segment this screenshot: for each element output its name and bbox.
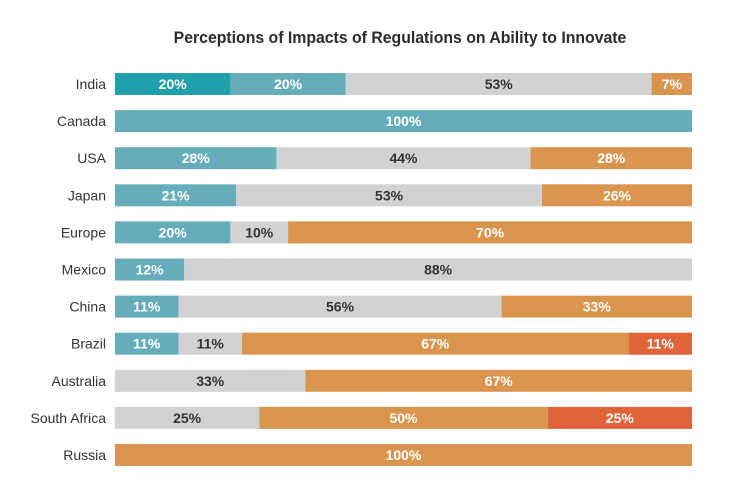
data-label: 11% [133,299,161,315]
bar-segment [115,258,185,281]
bar-segment [178,332,242,355]
bar-segment [236,184,542,207]
data-label: 100% [386,113,422,129]
data-label: 11% [197,336,225,352]
bar-segment [305,369,692,392]
data-label: 20% [159,76,188,92]
data-label: 50% [389,410,418,426]
data-label: 28% [597,150,626,166]
data-label: 56% [326,299,355,315]
category-label: China [69,299,106,315]
data-label: 88% [424,262,453,278]
category-label: Brazil [71,336,106,352]
bar-segment [651,73,692,95]
data-label: 53% [485,76,514,92]
category-label: Canada [57,113,106,129]
bar-segment [276,147,531,170]
data-label: 20% [159,224,188,240]
bar-segment [230,73,346,95]
bar-segment [115,221,231,244]
data-label: 100% [386,447,422,463]
category-label: Australia [52,373,107,389]
bar-segment [501,295,692,318]
data-label: 11% [647,336,675,352]
category-label: Europe [61,224,106,240]
bar-segment [230,221,289,244]
data-label: 33% [196,373,225,389]
category-label: India [76,76,107,92]
data-label: 28% [182,150,211,166]
bar-segment [628,332,692,355]
data-label: 21% [162,187,191,203]
data-label: 25% [173,410,202,426]
bar-segment [115,295,179,318]
data-label: 20% [274,76,303,92]
category-label: South Africa [31,410,107,426]
data-label: 26% [603,187,632,203]
data-label: 53% [375,187,404,203]
bar-segment [547,406,692,429]
bar-segment [115,184,237,207]
bar-segment [115,147,277,170]
data-label: 11% [133,336,161,352]
data-label: 44% [389,150,418,166]
data-label: 12% [136,262,165,278]
data-label: 67% [485,373,514,389]
bar-segment [259,406,548,429]
bar-segment [530,147,692,170]
data-label: 10% [245,224,274,240]
bar-segment [115,73,231,95]
bar-segment [184,258,693,281]
bar-segment [115,444,692,466]
bar-segment [115,110,692,133]
bar-segment [115,369,306,392]
category-label: USA [77,150,106,166]
data-label: 25% [606,410,635,426]
chart-title: Perceptions of Impacts of Regulations on… [173,28,627,47]
bar-segment [241,332,629,355]
bar-segment [115,406,260,429]
data-label: 7% [662,76,683,92]
data-label: 33% [583,299,612,315]
data-label: 70% [476,224,505,240]
data-label: 67% [421,336,450,352]
bar-segment [288,221,692,244]
bar-segment [345,73,652,95]
bar-segment [115,332,179,355]
bar-segment [178,295,502,318]
category-label: Mexico [62,262,107,278]
category-label: Russia [63,447,106,463]
bar-segment [541,184,692,207]
category-label: Japan [68,187,106,203]
